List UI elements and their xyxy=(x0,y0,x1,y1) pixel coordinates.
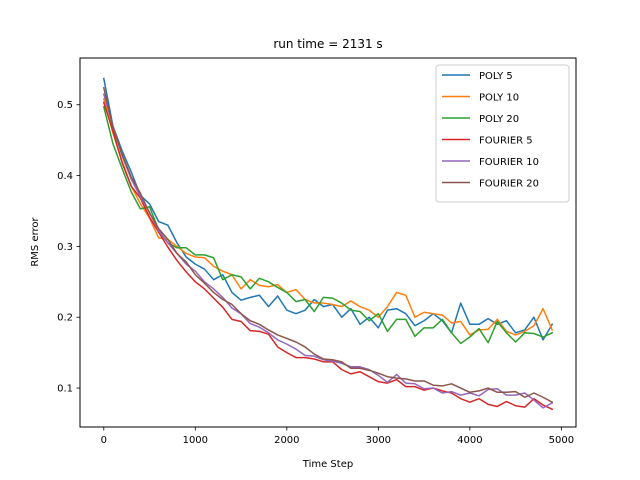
x-tick-label: 3000 xyxy=(366,435,391,446)
legend-label: POLY 5 xyxy=(479,71,513,82)
series-line-poly-20 xyxy=(102,105,554,345)
y-tick-label: 0.5 xyxy=(57,100,73,111)
x-tick-label: 0 xyxy=(101,435,107,446)
series-line-fourier-5 xyxy=(102,101,554,411)
x-tick-label: 4000 xyxy=(457,435,482,446)
series-line-fourier-20 xyxy=(102,86,554,404)
legend-label: FOURIER 20 xyxy=(479,179,539,190)
series-line-poly-5 xyxy=(102,77,554,341)
legend: POLY 5 POLY 10 POLY 20 FOURIER 5 FOURIER 10 F… xyxy=(435,64,570,203)
y-tick-label: 0.2 xyxy=(57,313,73,324)
x-tick-label: 5000 xyxy=(549,435,574,446)
legend-label: POLY 10 xyxy=(479,93,519,104)
plot-area xyxy=(102,77,554,411)
y-axis: 0.1 0.2 0.3 0.4 0.5 xyxy=(57,100,80,395)
axes-frame xyxy=(79,57,577,428)
legend-label: FOURIER 5 xyxy=(479,136,533,147)
y-tick-label: 0.1 xyxy=(57,384,73,395)
y-tick-label: 0.3 xyxy=(57,242,73,253)
x-tick-label: 2000 xyxy=(274,435,299,446)
y-axis-label: RMS error xyxy=(30,216,41,266)
y-tick-label: 0.4 xyxy=(57,171,73,182)
chart-title: run time = 2131 s xyxy=(273,37,382,51)
legend-frame xyxy=(435,64,570,203)
x-axis: 0 1000 2000 3000 4000 5000 xyxy=(101,427,574,446)
x-axis-label: Time Step xyxy=(302,459,353,470)
x-tick-label: 1000 xyxy=(183,435,208,446)
legend-label: POLY 20 xyxy=(479,114,519,125)
legend-label: FOURIER 10 xyxy=(479,157,539,168)
